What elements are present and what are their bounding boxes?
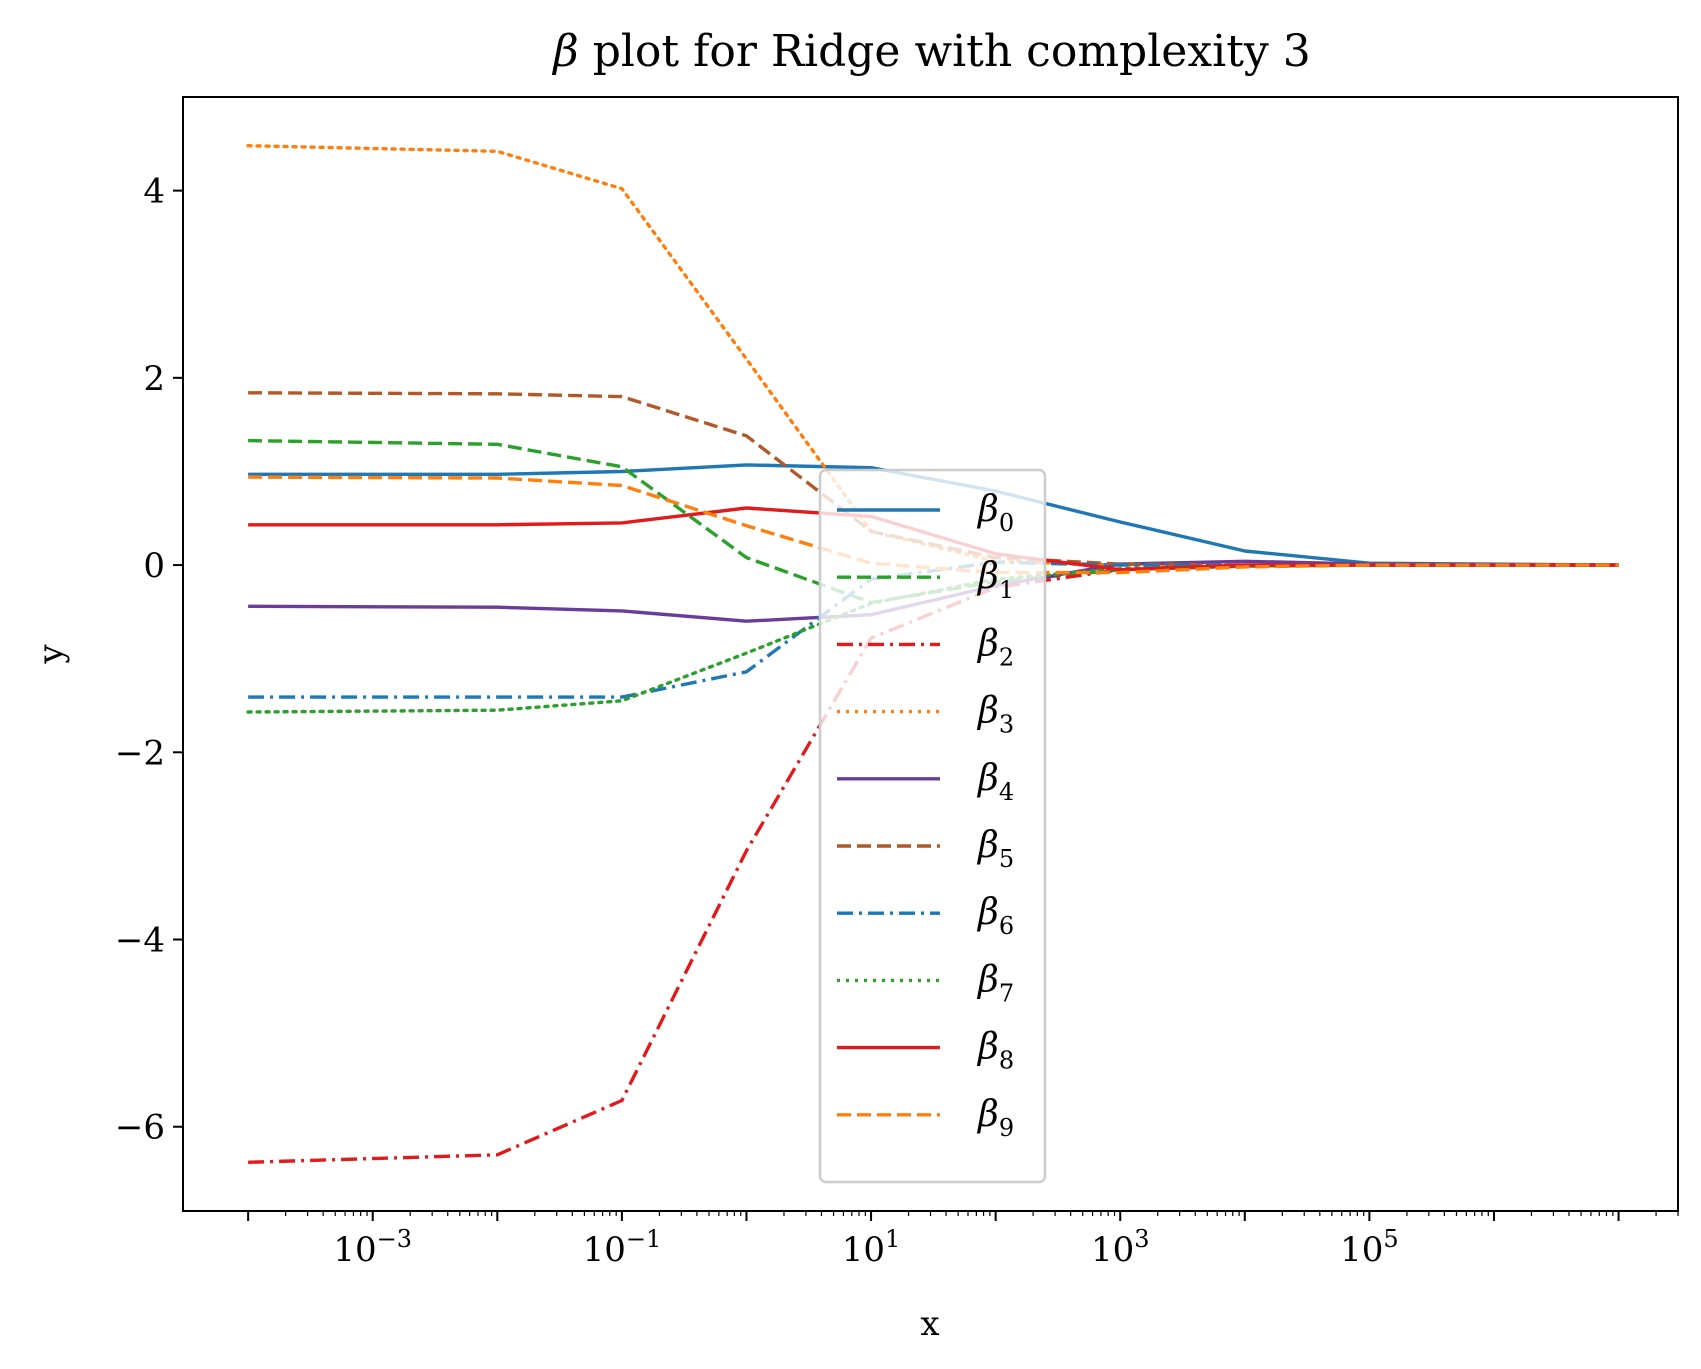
y-tick-label: 2 bbox=[143, 359, 165, 399]
y-tick-label: 0 bbox=[143, 546, 165, 586]
legend-label-beta-7: β7 bbox=[976, 959, 1014, 1007]
legend-box bbox=[818, 468, 1047, 1184]
legend-label-beta-5: β5 bbox=[976, 825, 1014, 873]
x-axis-label: x bbox=[920, 1304, 939, 1344]
y-tick-label: −6 bbox=[115, 1108, 165, 1148]
y-tick-label: −2 bbox=[115, 733, 165, 773]
series-line-beta-9 bbox=[248, 475, 1619, 575]
y-tick-label: −4 bbox=[115, 921, 165, 961]
y-tick-label: 4 bbox=[143, 172, 165, 212]
legend-label-beta-9: β9 bbox=[976, 1094, 1014, 1142]
series-line-beta-2 bbox=[248, 563, 1619, 1164]
chart-title: β plot for Ridge with complexity 3 bbox=[551, 26, 1310, 77]
y-axis-label: y bbox=[31, 644, 71, 665]
